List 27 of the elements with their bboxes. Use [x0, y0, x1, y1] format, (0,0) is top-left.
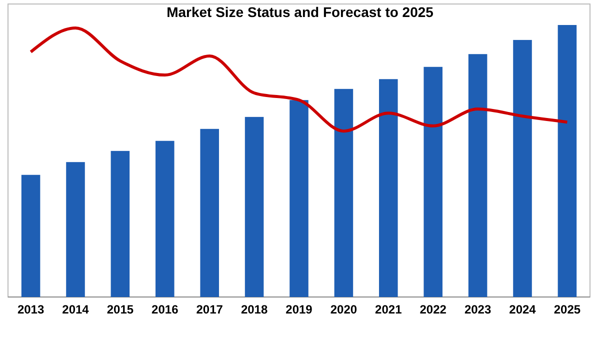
bar: [379, 79, 398, 297]
x-tick-label: 2021: [375, 302, 402, 317]
x-tick-label: 2013: [17, 302, 44, 317]
chart-title: Market Size Status and Forecast to 2025: [166, 4, 434, 20]
bar: [66, 162, 85, 297]
x-tick-label: 2017: [196, 302, 224, 317]
bar: [156, 140, 174, 297]
x-tick-label: 2023: [464, 302, 492, 317]
bar: [558, 25, 577, 297]
bar: [513, 40, 532, 297]
x-tick-label: 2014: [62, 302, 90, 317]
x-tick-label: 2024: [509, 302, 536, 317]
bar: [21, 174, 40, 297]
x-tick-label: 2015: [106, 302, 134, 317]
bar: [424, 66, 442, 297]
x-tick-label: 2019: [286, 302, 313, 317]
bar: [200, 128, 219, 297]
x-tick-label: 2016: [152, 302, 179, 317]
bar: [334, 88, 354, 297]
bar: [110, 150, 130, 297]
x-tick-label: 2022: [420, 302, 447, 317]
bar: [244, 116, 264, 297]
x-tick-label: 2020: [330, 302, 358, 317]
x-tick-label: 2025: [554, 302, 581, 317]
bar: [468, 54, 488, 297]
bar: [290, 100, 308, 297]
x-tick-label: 2018: [240, 302, 268, 317]
